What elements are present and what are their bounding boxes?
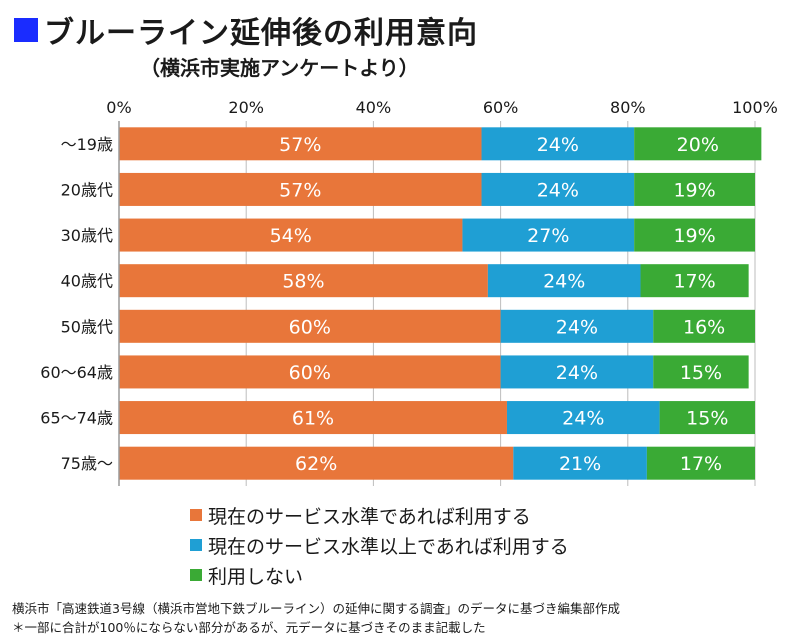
bar-segment — [119, 355, 501, 389]
bar-segment — [659, 401, 755, 435]
data-label: 19% — [673, 225, 715, 247]
legend-item-not-use: 利用しない — [190, 560, 569, 590]
data-label: 24% — [556, 362, 598, 384]
data-label: 58% — [282, 271, 324, 293]
x-tick-label: 0% — [106, 98, 131, 117]
bar-segment — [481, 172, 635, 206]
data-label: 21% — [559, 453, 601, 475]
data-label: 19% — [673, 179, 715, 201]
bar-segment — [653, 355, 749, 389]
x-tick-label: 100% — [732, 98, 778, 117]
category-label: 40歳代 — [61, 272, 113, 291]
data-label: 27% — [527, 225, 569, 247]
bar-segment — [634, 127, 762, 161]
category-label: 65～74歳 — [40, 409, 113, 428]
bar-segment — [506, 401, 660, 435]
data-label: 16% — [683, 316, 725, 338]
bar-segment — [500, 309, 654, 343]
data-label: 24% — [556, 316, 598, 338]
bar-segment — [119, 264, 488, 298]
bar-segment — [119, 446, 514, 480]
category-label: 20歳代 — [61, 180, 113, 199]
x-tick-label: 20% — [228, 98, 264, 117]
x-tick-label: 60% — [483, 98, 519, 117]
bar-segment — [119, 172, 482, 206]
legend-item-use-better: 現在のサービス水準以上であれば利用する — [190, 530, 569, 560]
category-label: 30歳代 — [61, 226, 113, 245]
bar-segment — [119, 127, 482, 161]
legend-label: 現在のサービス水準以上であれば利用する — [208, 535, 569, 558]
bar-segment — [487, 264, 641, 298]
footnote-source: 横浜市「高速鉄道3号線（横浜市営地下鉄ブルーライン）の延伸に関する調査」のデータ… — [12, 601, 620, 616]
data-label: 17% — [673, 271, 715, 293]
x-tick-label: 80% — [610, 98, 646, 117]
data-label: 62% — [295, 453, 337, 475]
data-label: 24% — [562, 408, 604, 430]
category-label: 75歳～ — [61, 454, 113, 473]
legend-swatch-orange — [190, 509, 202, 521]
bar-segment — [653, 309, 755, 343]
data-label: 20% — [677, 134, 719, 156]
bar-segment — [462, 218, 635, 252]
bar-segment — [640, 264, 749, 298]
bar-segment — [119, 218, 463, 252]
data-label: 24% — [537, 179, 579, 201]
bar-segment — [634, 172, 755, 206]
chart-title: ブルーライン延伸後の利用意向 — [44, 16, 478, 51]
x-tick-label: 40% — [356, 98, 392, 117]
bar-segment — [513, 446, 647, 480]
data-label: 60% — [289, 362, 331, 384]
chart-subtitle: （横浜市実施アンケートより） — [140, 56, 419, 80]
bar-segment — [119, 401, 507, 435]
data-label: 24% — [543, 271, 585, 293]
title-row: ブルーライン延伸後の利用意向 — [14, 8, 478, 52]
legend-swatch-blue — [190, 539, 202, 551]
title-square-icon — [14, 18, 38, 42]
data-label: 15% — [686, 408, 728, 430]
bar-segment — [634, 218, 755, 252]
category-label: 50歳代 — [61, 317, 113, 336]
legend-label: 現在のサービス水準であれば利用する — [208, 505, 531, 528]
legend: 現在のサービス水準であれば利用する 現在のサービス水準以上であれば利用する 利用… — [190, 500, 569, 590]
bar-segment — [481, 127, 635, 161]
category-label: ～19歳 — [61, 135, 113, 154]
bar-segment — [119, 309, 501, 343]
footnote-note: ＊一部に合計が100％にならない部分があるが、元データに基づきそのまま記載した — [12, 620, 486, 635]
data-label: 15% — [680, 362, 722, 384]
data-label: 24% — [537, 134, 579, 156]
legend-swatch-green — [190, 569, 202, 581]
legend-label: 利用しない — [208, 565, 304, 588]
data-label: 54% — [270, 225, 312, 247]
legend-item-use-current: 現在のサービス水準であれば利用する — [190, 500, 569, 530]
bar-segment — [500, 355, 654, 389]
data-label: 57% — [279, 179, 321, 201]
data-label: 57% — [279, 134, 321, 156]
bar-segment — [646, 446, 755, 480]
data-label: 17% — [680, 453, 722, 475]
data-label: 61% — [292, 408, 334, 430]
category-label: 60～64歳 — [40, 363, 113, 382]
data-label: 60% — [289, 316, 331, 338]
